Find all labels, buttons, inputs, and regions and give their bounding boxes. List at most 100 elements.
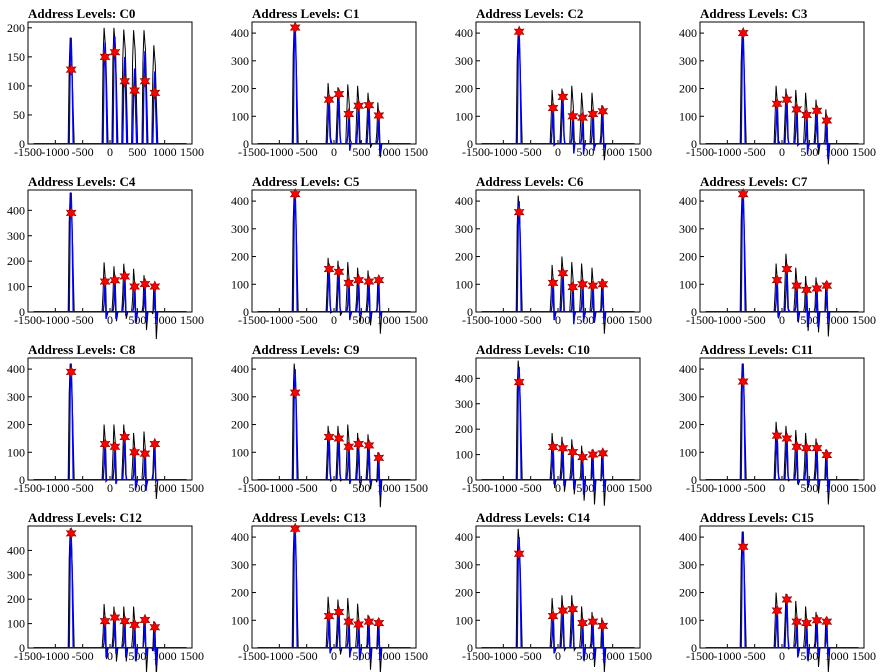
peak-marker	[547, 609, 559, 623]
histogram-plot: 0 100 200 300 400 -1500 -1000 -500 0 500 1000 1500	[7, 357, 204, 499]
x-tick-label: -1500	[238, 649, 266, 663]
peak-marker	[577, 450, 589, 464]
x-tick-label: 500	[128, 649, 146, 663]
peak-marker	[547, 276, 559, 290]
x-tick-label: 1000	[825, 481, 849, 495]
y-tick-label: 50	[13, 108, 25, 122]
peak-marker	[109, 273, 121, 287]
black-peak	[151, 45, 159, 145]
chart-title: Address Levels: C7	[700, 174, 808, 189]
peak-marker	[781, 593, 793, 606]
x-tick-label: -1000	[265, 313, 293, 327]
y-tick-label: 400	[455, 530, 473, 544]
y-tick-label: 150	[7, 50, 25, 64]
peak-marker	[139, 613, 151, 627]
x-tick-label: 500	[128, 481, 146, 495]
histogram-plot: 0 100 200 300 400 -1500 -1000 -500 0 500 1000 1500	[7, 189, 204, 340]
x-tick-label: -1500	[14, 649, 42, 663]
x-tick-label: 1500	[628, 313, 652, 327]
y-tick-label: 200	[679, 250, 697, 264]
y-tick-label: 0	[19, 305, 25, 319]
y-tick-label: 100	[7, 617, 25, 631]
peak-marker	[129, 446, 141, 459]
y-tick-label: 400	[231, 362, 249, 376]
x-tick-label: 1000	[153, 649, 177, 663]
x-tick-label: -500	[72, 649, 94, 663]
x-tick-label: -500	[744, 649, 766, 663]
x-tick-label: -1500	[14, 145, 42, 159]
chart-panel: Address Levels: C5 0 100 200 300 400 -1500 -100…	[224, 168, 448, 336]
y-tick-label: 400	[679, 362, 697, 376]
x-tick-label: 500	[128, 313, 146, 327]
peak-marker	[149, 621, 161, 634]
black-peak	[345, 84, 353, 145]
x-tick-label: 500	[800, 649, 818, 663]
x-tick-label: -1000	[713, 649, 741, 663]
peak-marker	[557, 604, 569, 617]
y-tick-label: 400	[455, 26, 473, 40]
x-tick-label: 1000	[153, 313, 177, 327]
x-tick-label: -500	[520, 145, 542, 159]
x-tick-label: 0	[779, 313, 785, 327]
peak-marker	[139, 447, 151, 460]
peak-marker	[119, 270, 131, 283]
x-tick-label: 500	[352, 313, 370, 327]
peak-marker	[129, 84, 141, 97]
blue-peak	[292, 525, 298, 649]
peak-marker	[771, 429, 783, 442]
x-tick-label: 0	[555, 145, 561, 159]
x-tick-label: 0	[331, 313, 337, 327]
x-tick-label: 500	[576, 313, 594, 327]
blue-peak	[740, 531, 746, 649]
peak-marker	[781, 93, 793, 106]
x-tick-label: -1500	[686, 481, 714, 495]
histogram-plot: 0 100 200 300 400 -1500 -1000 -500 0 500 1000 1500	[231, 522, 428, 672]
peak-marker	[343, 107, 355, 121]
y-tick-label: 300	[455, 397, 473, 411]
x-tick-label: 1000	[601, 313, 625, 327]
peak-marker	[577, 111, 589, 124]
x-tick-label: -1500	[238, 313, 266, 327]
peak-marker	[513, 25, 525, 38]
x-tick-label: 500	[800, 145, 818, 159]
x-tick-label: 0	[107, 145, 113, 159]
peak-marker	[373, 616, 385, 630]
x-tick-label: -500	[744, 145, 766, 159]
x-tick-label: 0	[779, 649, 785, 663]
histogram-plot: 0 100 200 300 400 -1500 -1000 -500 0 500 1000 1500	[455, 189, 652, 334]
x-tick-label: 0	[555, 313, 561, 327]
y-tick-label: 200	[679, 418, 697, 432]
axes-frame	[475, 189, 641, 313]
y-tick-label: 100	[231, 109, 249, 123]
peak-marker	[597, 447, 609, 460]
peak-marker	[109, 611, 121, 624]
x-tick-label: 1500	[852, 649, 876, 663]
y-tick-label: 300	[7, 390, 25, 404]
x-tick-label: -1500	[686, 313, 714, 327]
peak-marker	[557, 266, 569, 280]
axes-frame	[475, 21, 641, 145]
x-tick-label: -1000	[265, 649, 293, 663]
black-peak	[773, 85, 781, 145]
x-tick-label: -500	[520, 481, 542, 495]
peak-marker	[811, 104, 823, 117]
x-tick-label: 0	[779, 481, 785, 495]
y-tick-label: 100	[679, 277, 697, 291]
peak-marker	[587, 107, 599, 121]
x-tick-label: 1000	[377, 649, 401, 663]
peak-marker	[513, 205, 525, 219]
y-tick-label: 300	[679, 222, 697, 236]
y-tick-label: 300	[679, 54, 697, 68]
chart-title: Address Levels: C14	[476, 510, 590, 525]
x-tick-label: 1000	[153, 481, 177, 495]
peak-marker	[353, 437, 365, 451]
y-tick-label: 0	[467, 137, 473, 151]
blue-peak	[740, 363, 746, 481]
x-tick-label: -500	[520, 649, 542, 663]
x-tick-label: 0	[331, 649, 337, 663]
peak-marker	[771, 97, 783, 111]
peak-marker	[99, 437, 111, 451]
y-tick-label: 400	[231, 530, 249, 544]
y-tick-label: 100	[7, 445, 25, 459]
